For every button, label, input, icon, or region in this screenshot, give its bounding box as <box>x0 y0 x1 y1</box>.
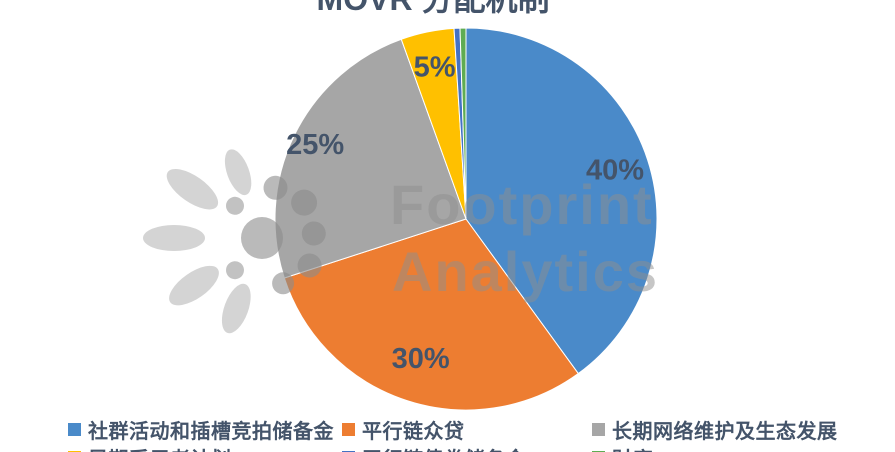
legend-label: 财库 <box>612 443 653 452</box>
pie-slices-layer <box>274 27 658 411</box>
footprint-logo-petal <box>226 196 244 215</box>
footprint-logo-petal <box>224 149 252 196</box>
pie-labels-layer: 40% 30% 25% 5% <box>286 52 644 375</box>
legend-label: 早期采用者计划 <box>88 443 232 452</box>
watermark-text-line1: Footprint <box>390 173 654 236</box>
legend-swatch <box>68 423 81 436</box>
legend-item: 长期网络维护及生态发展 <box>592 415 838 444</box>
footprint-logo-center <box>241 217 283 259</box>
pie-slice <box>283 218 579 411</box>
legend-label: 平行链众贷 <box>362 421 465 443</box>
pie-slice-label: 40% <box>586 155 644 187</box>
legend-label: 长期网络维护及生态发展 <box>612 421 838 443</box>
watermark-text-line2: Analytics <box>392 240 659 303</box>
footprint-logo-petal <box>272 272 295 295</box>
pie-slice-label: 30% <box>392 343 450 375</box>
legend-label: 社群活动和插槽竞拍储备金 <box>88 421 334 443</box>
footprint-logo-petal <box>143 225 205 251</box>
footprint-logo-petal <box>297 253 322 278</box>
legend-item: 社群活动和插槽竞拍储备金 <box>68 415 334 444</box>
chart-title: MOVR 分配机制 <box>0 0 866 15</box>
footprint-logo-petal <box>221 283 251 334</box>
legend-swatch <box>592 423 605 436</box>
legend-item: 财库 <box>592 443 653 452</box>
footprint-logo-icon <box>143 149 326 334</box>
pie-slice-label: 25% <box>286 129 344 161</box>
legend-swatch <box>342 423 355 436</box>
legend-item: 早期采用者计划 <box>68 443 232 452</box>
footprint-logo-petal <box>226 261 244 280</box>
footprint-logo-petal <box>291 189 318 216</box>
legend-item: 平行链众贷 <box>342 415 465 444</box>
pie-slice <box>459 27 467 220</box>
legend-item: 平行链债券储备金 <box>342 443 526 452</box>
legend-label: 平行链债券储备金 <box>362 443 526 452</box>
footprint-logo-petal <box>301 221 326 246</box>
pie-slice-label: 5% <box>414 52 456 84</box>
pie-slice <box>465 27 658 375</box>
footprint-logo-petal <box>169 265 219 306</box>
footprint-logo-petal <box>166 168 219 210</box>
footprint-analytics-watermark: Footprint Analytics <box>143 149 659 334</box>
footprint-logo-petal <box>263 175 288 200</box>
